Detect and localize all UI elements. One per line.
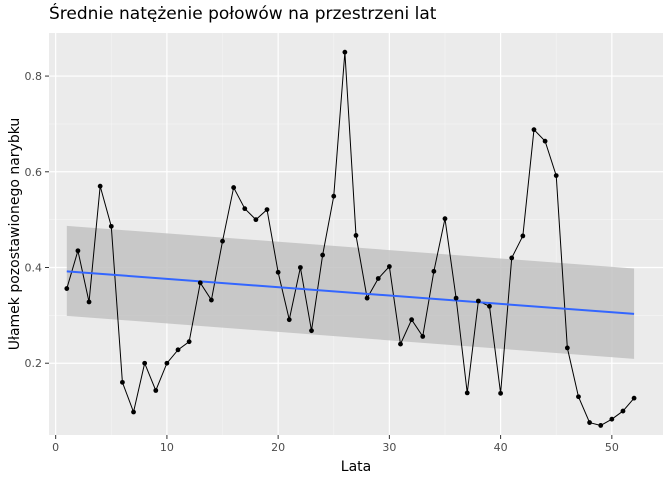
- x-axis-title: Lata: [341, 459, 371, 475]
- data-point: [142, 360, 148, 366]
- data-point: [464, 390, 470, 396]
- data-point: [420, 334, 426, 339]
- data-point: [498, 390, 504, 396]
- data-point: [576, 394, 581, 400]
- data-point: [442, 216, 448, 222]
- data-point: [475, 298, 481, 304]
- data-point: [64, 286, 70, 291]
- data-point: [487, 303, 492, 309]
- x-tick-label: 40: [494, 441, 508, 454]
- data-point: [631, 395, 637, 401]
- data-point: [131, 409, 136, 415]
- x-tick-label: 10: [160, 441, 174, 454]
- data-point: [309, 328, 314, 334]
- x-tick-label: 20: [271, 441, 285, 454]
- data-point: [220, 238, 225, 244]
- data-point: [620, 408, 626, 414]
- data-point: [564, 345, 570, 351]
- y-tick-label: 0.2: [25, 357, 43, 370]
- data-point: [264, 207, 270, 212]
- data-point: [275, 269, 281, 275]
- data-point: [386, 264, 392, 269]
- data-point: [453, 295, 459, 301]
- x-tick-label: 0: [52, 441, 59, 454]
- data-point: [286, 317, 292, 323]
- y-tick-label: 0.4: [25, 262, 43, 275]
- data-point: [598, 423, 604, 428]
- data-point: [97, 183, 103, 189]
- data-point: [542, 138, 548, 144]
- data-point: [231, 185, 237, 190]
- trend-line: [66, 270, 635, 315]
- data-point: [186, 339, 192, 345]
- data-point: [108, 223, 114, 229]
- series-line: [66, 52, 635, 426]
- data-point: [164, 360, 170, 366]
- data-point: [509, 255, 515, 261]
- data-point: [342, 49, 348, 55]
- data-point: [208, 297, 214, 303]
- data-point: [297, 265, 303, 270]
- data-point: [520, 233, 526, 239]
- data-point: [86, 299, 92, 305]
- y-axis-title: Ułamek pozostawionego narybku: [7, 118, 23, 351]
- data-point: [609, 416, 615, 422]
- data-point: [197, 280, 203, 286]
- data-point: [331, 193, 337, 199]
- chart-title: Średnie natężenie połowów na przestrzeni…: [49, 4, 437, 24]
- data-point: [153, 388, 159, 393]
- data-point: [364, 295, 370, 301]
- y-tick-label: 0.6: [25, 166, 43, 179]
- data-point: [587, 420, 592, 425]
- data-point: [75, 248, 81, 254]
- data-point: [253, 217, 259, 223]
- data-point: [431, 268, 437, 274]
- data-point: [531, 127, 537, 133]
- data-point: [175, 347, 181, 353]
- data-point: [553, 173, 559, 179]
- data-point: [242, 206, 248, 212]
- data-point: [320, 252, 326, 258]
- data-point: [398, 341, 403, 347]
- x-tick-label: 50: [605, 441, 619, 454]
- data-point: [409, 317, 415, 323]
- data-point: [120, 379, 125, 385]
- data-point: [375, 276, 381, 281]
- x-tick-label: 30: [382, 441, 396, 454]
- y-tick-label: 0.8: [25, 70, 43, 83]
- data-point: [353, 233, 359, 238]
